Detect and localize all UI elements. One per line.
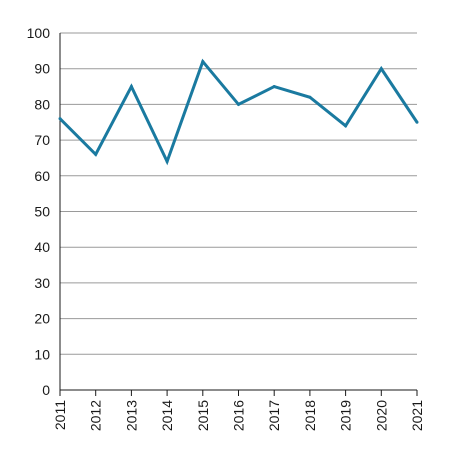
x-tick-label: 2012 <box>88 400 104 431</box>
series-layer <box>58 58 419 166</box>
x-tick-label: 2017 <box>266 400 282 431</box>
data-point <box>58 117 62 121</box>
y-tick-label: 90 <box>34 61 50 77</box>
x-tick-label: 2021 <box>409 400 425 431</box>
y-tick-label: 100 <box>27 25 51 41</box>
data-point <box>165 160 169 164</box>
x-tick-label: 2016 <box>231 400 247 431</box>
y-tick-label: 50 <box>34 204 50 220</box>
y-tick-label: 30 <box>34 275 50 291</box>
gridlines <box>60 32 417 355</box>
y-tick-label: 10 <box>34 346 50 362</box>
data-point <box>379 67 383 71</box>
data-point <box>129 85 133 89</box>
data-point <box>344 124 348 128</box>
x-axis: 2011 2012 2013 2014 2015 2016 2017 2018 2019 2020… <box>52 389 425 431</box>
y-axis: 0 10 20 30 40 50 60 70 80 90 100 <box>27 25 61 398</box>
x-tick-label: 2020 <box>373 400 389 431</box>
x-tick-label: 2019 <box>338 400 354 431</box>
data-point <box>272 85 276 89</box>
x-tick-label: 2015 <box>195 400 211 431</box>
data-point <box>94 152 98 156</box>
y-tick-label: 0 <box>42 382 50 398</box>
y-tick-label: 60 <box>34 168 50 184</box>
x-tick-label: 2014 <box>159 400 175 431</box>
data-point <box>308 95 312 99</box>
y-tick-label: 80 <box>34 96 50 112</box>
series-line-0 <box>58 58 419 166</box>
x-tick-label: 2013 <box>123 400 139 431</box>
x-tick-label: 2018 <box>302 400 318 431</box>
y-tick-label: 70 <box>34 132 50 148</box>
data-point <box>201 60 205 64</box>
data-point <box>415 120 419 124</box>
data-point <box>237 102 240 106</box>
y-tick-label: 20 <box>34 311 50 327</box>
y-tick-label: 40 <box>34 239 50 255</box>
x-tick-label: 2011 <box>52 400 68 430</box>
